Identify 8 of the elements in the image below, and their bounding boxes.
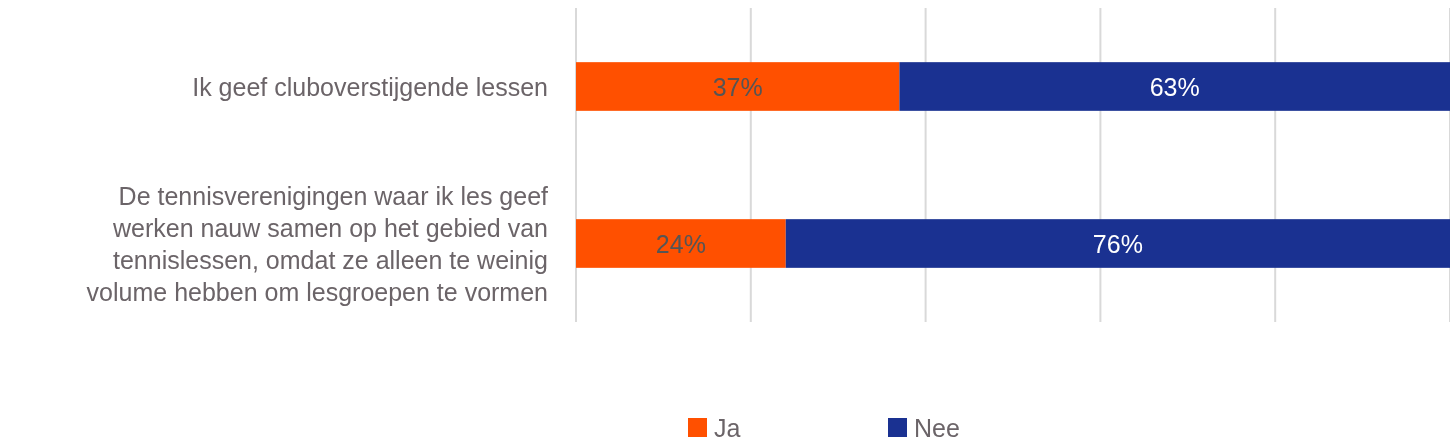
legend-label: Ja: [714, 414, 741, 442]
y-tick-label: De tennisverenigingen waar ik les geef werken nauw samen op het gebied van tennislessen, omdat ze alleen te weinig volume hebben om lesgroepen te vormen: [86, 181, 549, 306]
y-tick-label: Ik geef cluboverstijgende lessen: [192, 72, 548, 101]
data-label: 37%: [712, 72, 763, 101]
data-label: 76%: [1092, 229, 1143, 258]
legend-label: Nee: [914, 414, 960, 442]
data-label: 63%: [1149, 72, 1200, 101]
data-label: 24%: [655, 229, 706, 258]
